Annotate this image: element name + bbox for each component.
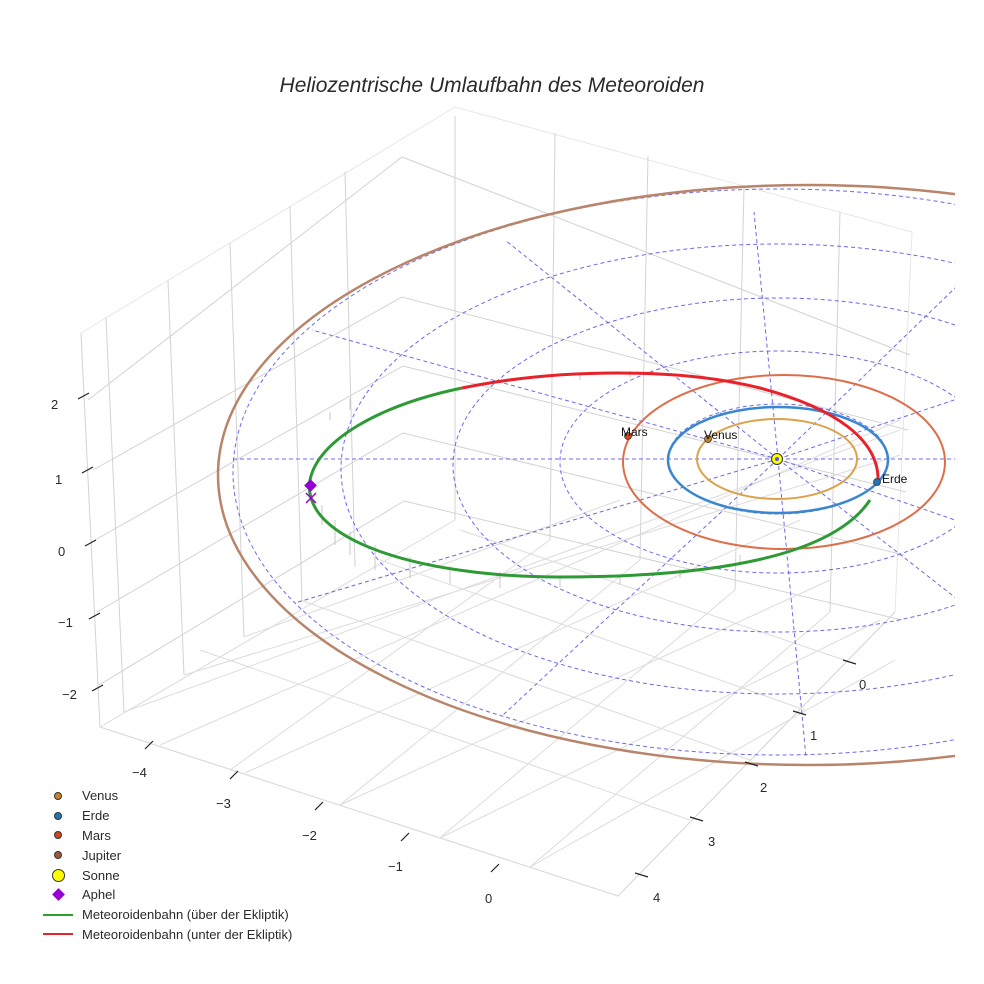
erde-label: Erde bbox=[882, 472, 908, 486]
ecliptic-polar-grid bbox=[232, 188, 955, 758]
legend-item-mars[interactable]: Mars bbox=[36, 826, 292, 846]
z-tick-0: 0 bbox=[58, 544, 65, 559]
venus-marker[interactable] bbox=[704, 435, 712, 443]
y-axis-ticks bbox=[634, 659, 857, 878]
y-tick-2: 2 bbox=[760, 780, 767, 795]
x-tick-minus3: −3 bbox=[216, 796, 231, 811]
sun-center bbox=[775, 457, 779, 461]
legend-item-aphel[interactable]: Aphel bbox=[36, 885, 292, 905]
x-tick-minus2: −2 bbox=[302, 828, 317, 843]
earth-marker[interactable] bbox=[873, 478, 881, 486]
legend-item-meteoroid-below[interactable]: Meteoroidenbahn (unter der Ekliptik) bbox=[36, 925, 292, 945]
meteoroid-orbit-above-ecliptic[interactable] bbox=[307, 386, 872, 579]
y-tick-4: 4 bbox=[653, 890, 660, 905]
legend: Venus Erde Mars Jupiter Sonne Aphel Mete… bbox=[36, 786, 292, 944]
sun-dot-icon bbox=[51, 868, 65, 882]
jupiter-dot-icon bbox=[54, 851, 62, 860]
axis-box-grid bbox=[80, 106, 913, 897]
red-line-icon bbox=[43, 933, 73, 936]
y-tick-0: 0 bbox=[859, 677, 866, 692]
legend-item-meteoroid-above[interactable]: Meteoroidenbahn (über der Ekliptik) bbox=[36, 905, 292, 925]
venus-dot-icon bbox=[54, 791, 62, 800]
legend-item-jupiter[interactable]: Jupiter bbox=[36, 845, 292, 865]
venus-label: Venus bbox=[704, 428, 737, 442]
z-tick-1: 1 bbox=[55, 472, 62, 487]
x-tick-0: 0 bbox=[485, 891, 492, 906]
y-tick-3: 3 bbox=[708, 834, 715, 849]
aphel-diamond-icon bbox=[51, 888, 65, 902]
mars-orbit bbox=[622, 374, 946, 550]
green-line-icon bbox=[43, 913, 73, 916]
z-tick-minus1: −1 bbox=[58, 615, 73, 630]
venus-orbit bbox=[696, 418, 858, 500]
mars-marker[interactable] bbox=[624, 432, 632, 440]
aphel-projection-x-icon bbox=[305, 492, 317, 504]
x-tick-minus4: −4 bbox=[132, 765, 147, 780]
z-tick-minus2: −2 bbox=[62, 687, 77, 702]
legend-item-venus[interactable]: Venus bbox=[36, 786, 292, 806]
x-axis-ticks bbox=[144, 740, 500, 873]
earth-dot-icon bbox=[54, 811, 62, 820]
z-tick-2: 2 bbox=[51, 397, 58, 412]
chart-title: Heliozentrische Umlaufbahn des Meteoroid… bbox=[279, 74, 705, 97]
earth-orbit bbox=[666, 405, 890, 515]
y-tick-1: 1 bbox=[810, 728, 817, 743]
aphel-marker[interactable] bbox=[304, 479, 317, 492]
meteoroid-orbit-below-ecliptic[interactable] bbox=[461, 371, 880, 483]
jupiter-orbit bbox=[216, 183, 955, 767]
mars-label: Mars bbox=[621, 425, 648, 439]
legend-item-erde[interactable]: Erde bbox=[36, 806, 292, 826]
z-axis-ticks bbox=[77, 392, 104, 692]
x-tick-minus1: −1 bbox=[388, 859, 403, 874]
mars-dot-icon bbox=[54, 831, 62, 840]
legend-item-sonne[interactable]: Sonne bbox=[36, 865, 292, 885]
